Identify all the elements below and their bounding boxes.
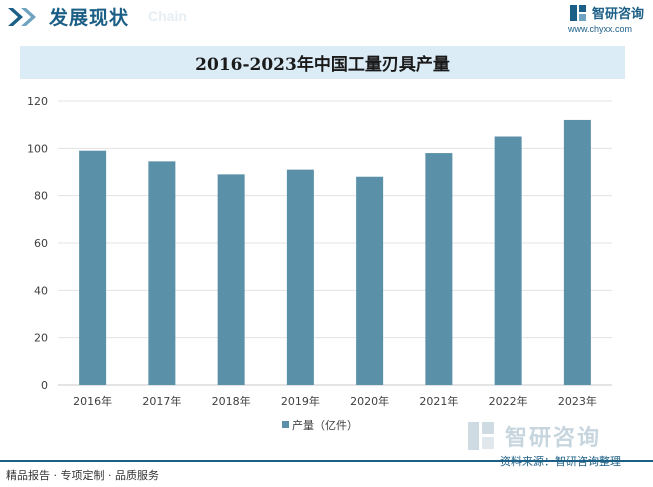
y-tick-label: 0	[41, 379, 48, 392]
bar	[286, 169, 314, 385]
x-tick-label: 2021年	[419, 394, 458, 408]
x-axis-ticks: 2016年 2017年 2018年 2019年 2020年 2021年 2022年 2023年	[73, 394, 597, 408]
x-tick-label: 2017年	[142, 394, 181, 408]
legend: 产量（亿件）	[282, 418, 358, 432]
y-tick-label: 40	[34, 284, 48, 297]
brand-url[interactable]: www.chyxx.com	[568, 24, 633, 34]
y-tick-label: 20	[34, 332, 48, 345]
bars	[79, 119, 591, 385]
y-tick-label: 60	[34, 237, 48, 250]
brand-logo-icon	[570, 5, 586, 21]
bar	[217, 174, 245, 385]
grid-lines	[58, 100, 612, 386]
watermark-brand: 智研咨询	[505, 426, 602, 451]
x-tick-label: 2020年	[350, 394, 389, 408]
bar	[494, 136, 522, 385]
section-subtitle: Chain	[148, 8, 187, 24]
double-chevron-icon	[8, 8, 36, 26]
bar	[79, 150, 107, 385]
chart-title: 2016-2023年中国工量刃具产量	[20, 46, 625, 79]
header: 发展现状 Chain 智研咨询 www.chyxx.com	[0, 0, 653, 40]
footer-tagline: 精品报告 · 专项定制 · 品质服务	[6, 469, 159, 482]
bar	[356, 176, 384, 385]
x-tick-label: 2016年	[73, 394, 112, 408]
x-tick-label: 2023年	[558, 394, 597, 408]
x-tick-label: 2018年	[212, 394, 251, 408]
y-tick-label: 120	[27, 95, 48, 108]
bar	[563, 119, 591, 385]
brand-name: 智研咨询	[592, 7, 645, 22]
legend-swatch	[282, 421, 289, 428]
bar	[425, 153, 453, 385]
watermark-logo-icon	[468, 422, 494, 450]
bar	[148, 161, 176, 385]
y-axis-ticks: 0 20 40 60 80 100 120	[27, 95, 48, 392]
section-title: 发展现状	[49, 7, 130, 29]
x-tick-label: 2022年	[489, 394, 528, 408]
legend-label: 产量（亿件）	[292, 418, 358, 432]
y-tick-label: 100	[27, 142, 48, 155]
y-tick-label: 80	[34, 190, 48, 203]
footer-divider	[0, 460, 653, 462]
bar-chart: 0 20 40 60 80 100 120 2016年 2017年 2018年 2019年 2020…	[27, 95, 612, 432]
x-tick-label: 2019年	[281, 394, 320, 408]
